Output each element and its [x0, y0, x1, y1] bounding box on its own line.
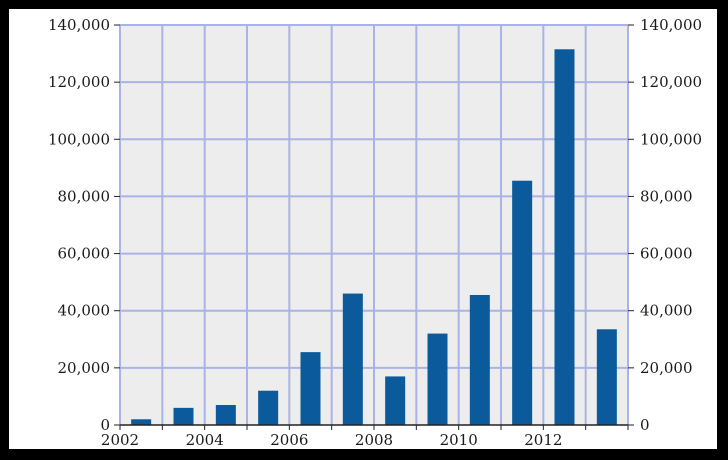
right-y-tick-label: 100,000	[640, 130, 702, 148]
bar-chart: 0 20,000 40,000 60,000 80,000 100,000 120,000 1…	[6, 6, 720, 452]
bar-2007	[342, 293, 363, 425]
left-y-tick-label: 120,000	[48, 73, 110, 91]
x-tick-label: 2002	[101, 431, 139, 449]
left-y-tick-label: 0	[100, 416, 110, 434]
right-y-tick-label: 80,000	[640, 187, 693, 205]
bar-2011	[512, 180, 533, 425]
right-y-tick-label: 120,000	[640, 73, 702, 91]
axes	[114, 24, 634, 430]
bar-2003	[173, 407, 194, 425]
right-y-tick-label: 40,000	[640, 302, 693, 320]
bar-2013	[596, 329, 617, 425]
bars	[131, 49, 617, 426]
bar-2009	[427, 333, 448, 425]
x-tick-label: 2008	[355, 431, 393, 449]
bar-2010	[469, 295, 490, 425]
right-y-tick-label: 20,000	[640, 359, 693, 377]
left-y-tick-label: 100,000	[48, 130, 110, 148]
left-y-tick-label: 40,000	[58, 302, 111, 320]
bar-2008	[385, 376, 406, 425]
x-axis-labels: 2002 2004 2006 2008 2010 2012	[101, 431, 563, 449]
left-y-tick-label: 60,000	[58, 245, 111, 263]
bar-2004	[215, 405, 236, 425]
left-y-axis-labels: 0 20,000 40,000 60,000 80,000 100,000 120,000 1…	[48, 16, 110, 434]
chart-border	[6, 6, 720, 452]
right-y-axis-labels: 0 20,000 40,000 60,000 80,000 100,000 120,000 1…	[640, 16, 702, 434]
x-tick-label: 2006	[270, 431, 308, 449]
right-y-tick-label: 60,000	[640, 245, 693, 263]
right-y-tick-label: 0	[640, 416, 650, 434]
left-y-tick-label: 20,000	[58, 359, 111, 377]
left-y-tick-label: 80,000	[58, 187, 111, 205]
bar-2006	[300, 352, 321, 425]
x-tick-label: 2012	[524, 431, 562, 449]
x-tick-label: 2010	[440, 431, 478, 449]
right-y-tick-label: 140,000	[640, 16, 702, 34]
grid-lines	[119, 24, 629, 425]
chart-frame: 0 20,000 40,000 60,000 80,000 100,000 120,000 1…	[6, 6, 720, 452]
left-y-tick-label: 140,000	[48, 16, 110, 34]
bar-2012	[554, 49, 575, 426]
bar-2002	[131, 419, 152, 425]
x-tick-label: 2004	[186, 431, 224, 449]
bar-2005	[258, 390, 279, 425]
